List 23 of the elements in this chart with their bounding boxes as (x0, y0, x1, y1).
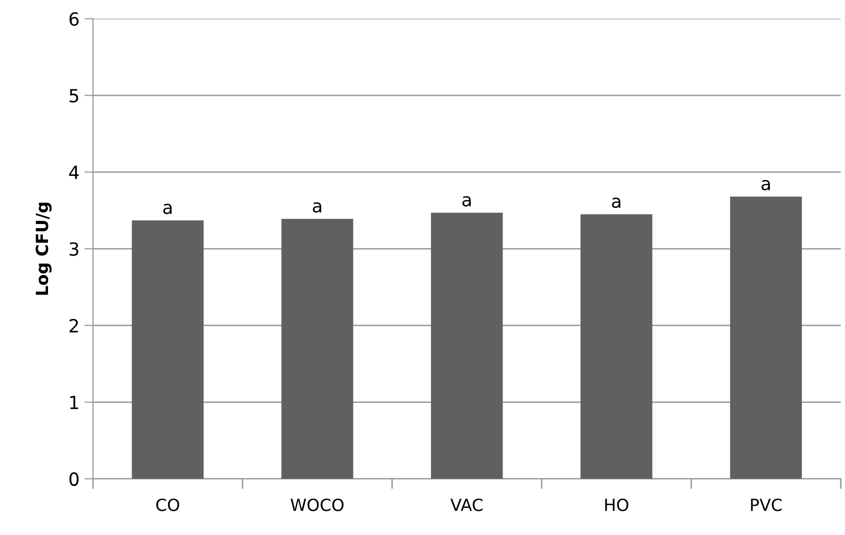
bar (580, 214, 652, 479)
bar (281, 218, 354, 479)
y-tick-label: 2 (70, 318, 78, 332)
annotation: a (462, 196, 471, 206)
y-tick-label: 6 (70, 12, 79, 26)
y-tick-label: 4 (69, 166, 79, 179)
y-tick-label: 5 (70, 89, 78, 103)
bar (132, 220, 204, 479)
y-tick-label: 1 (70, 396, 78, 409)
annotation: a (612, 198, 620, 208)
x-tick-label: CO (156, 498, 180, 512)
y-axis-title: Log CFU/g (36, 202, 52, 295)
x-tick-label: VAC (450, 498, 482, 512)
x-tick-label: PVC (751, 498, 782, 512)
annotation: a (762, 180, 770, 190)
annotation: a (163, 204, 172, 214)
y-tick-label: 0 (69, 472, 79, 486)
annotation: a (312, 202, 322, 213)
bar (730, 196, 802, 479)
x-tick-label: HO (605, 498, 628, 512)
bar (430, 212, 503, 479)
x-tick-label: WOCO (290, 498, 344, 512)
y-tick-label: 3 (70, 242, 78, 256)
